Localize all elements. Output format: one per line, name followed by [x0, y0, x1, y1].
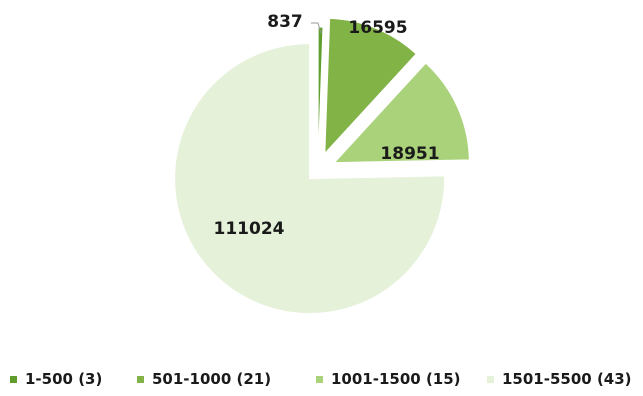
- legend-swatch: [137, 375, 144, 383]
- legend-swatch: [487, 375, 494, 383]
- legend-swatch: [316, 375, 323, 383]
- data-label-3: 18951: [380, 144, 439, 164]
- pie-slice-4: [174, 43, 446, 315]
- legend-swatch: [10, 375, 17, 383]
- pie-slice-3: [333, 62, 470, 164]
- legend-label: 1001-1500 (15): [331, 370, 461, 388]
- pie-slice-1: [317, 26, 324, 163]
- data-label-1: 837: [267, 12, 303, 32]
- legend-label: 1501-5500 (43): [502, 370, 632, 388]
- legend-item-4: 1501-5500 (43): [487, 370, 632, 388]
- legend-label: 501-1000 (21): [152, 370, 272, 388]
- leader-line: [311, 22, 322, 34]
- data-labels: 837 16595 18951 111024: [214, 12, 440, 239]
- data-label-4: 111024: [214, 219, 285, 239]
- chart-legend: 1-500 (3) 501-1000 (21) 1001-1500 (15) 1501…: [0, 370, 643, 396]
- pie-slice-2: [324, 17, 417, 155]
- data-label-2: 16595: [348, 18, 407, 38]
- legend-item-3: 1001-1500 (15): [316, 370, 461, 388]
- legend-label: 1-500 (3): [25, 370, 103, 388]
- legend-item-1: 1-500 (3): [10, 370, 102, 388]
- pie-slices: [174, 17, 470, 315]
- legend-item-2: 501-1000 (21): [137, 370, 271, 388]
